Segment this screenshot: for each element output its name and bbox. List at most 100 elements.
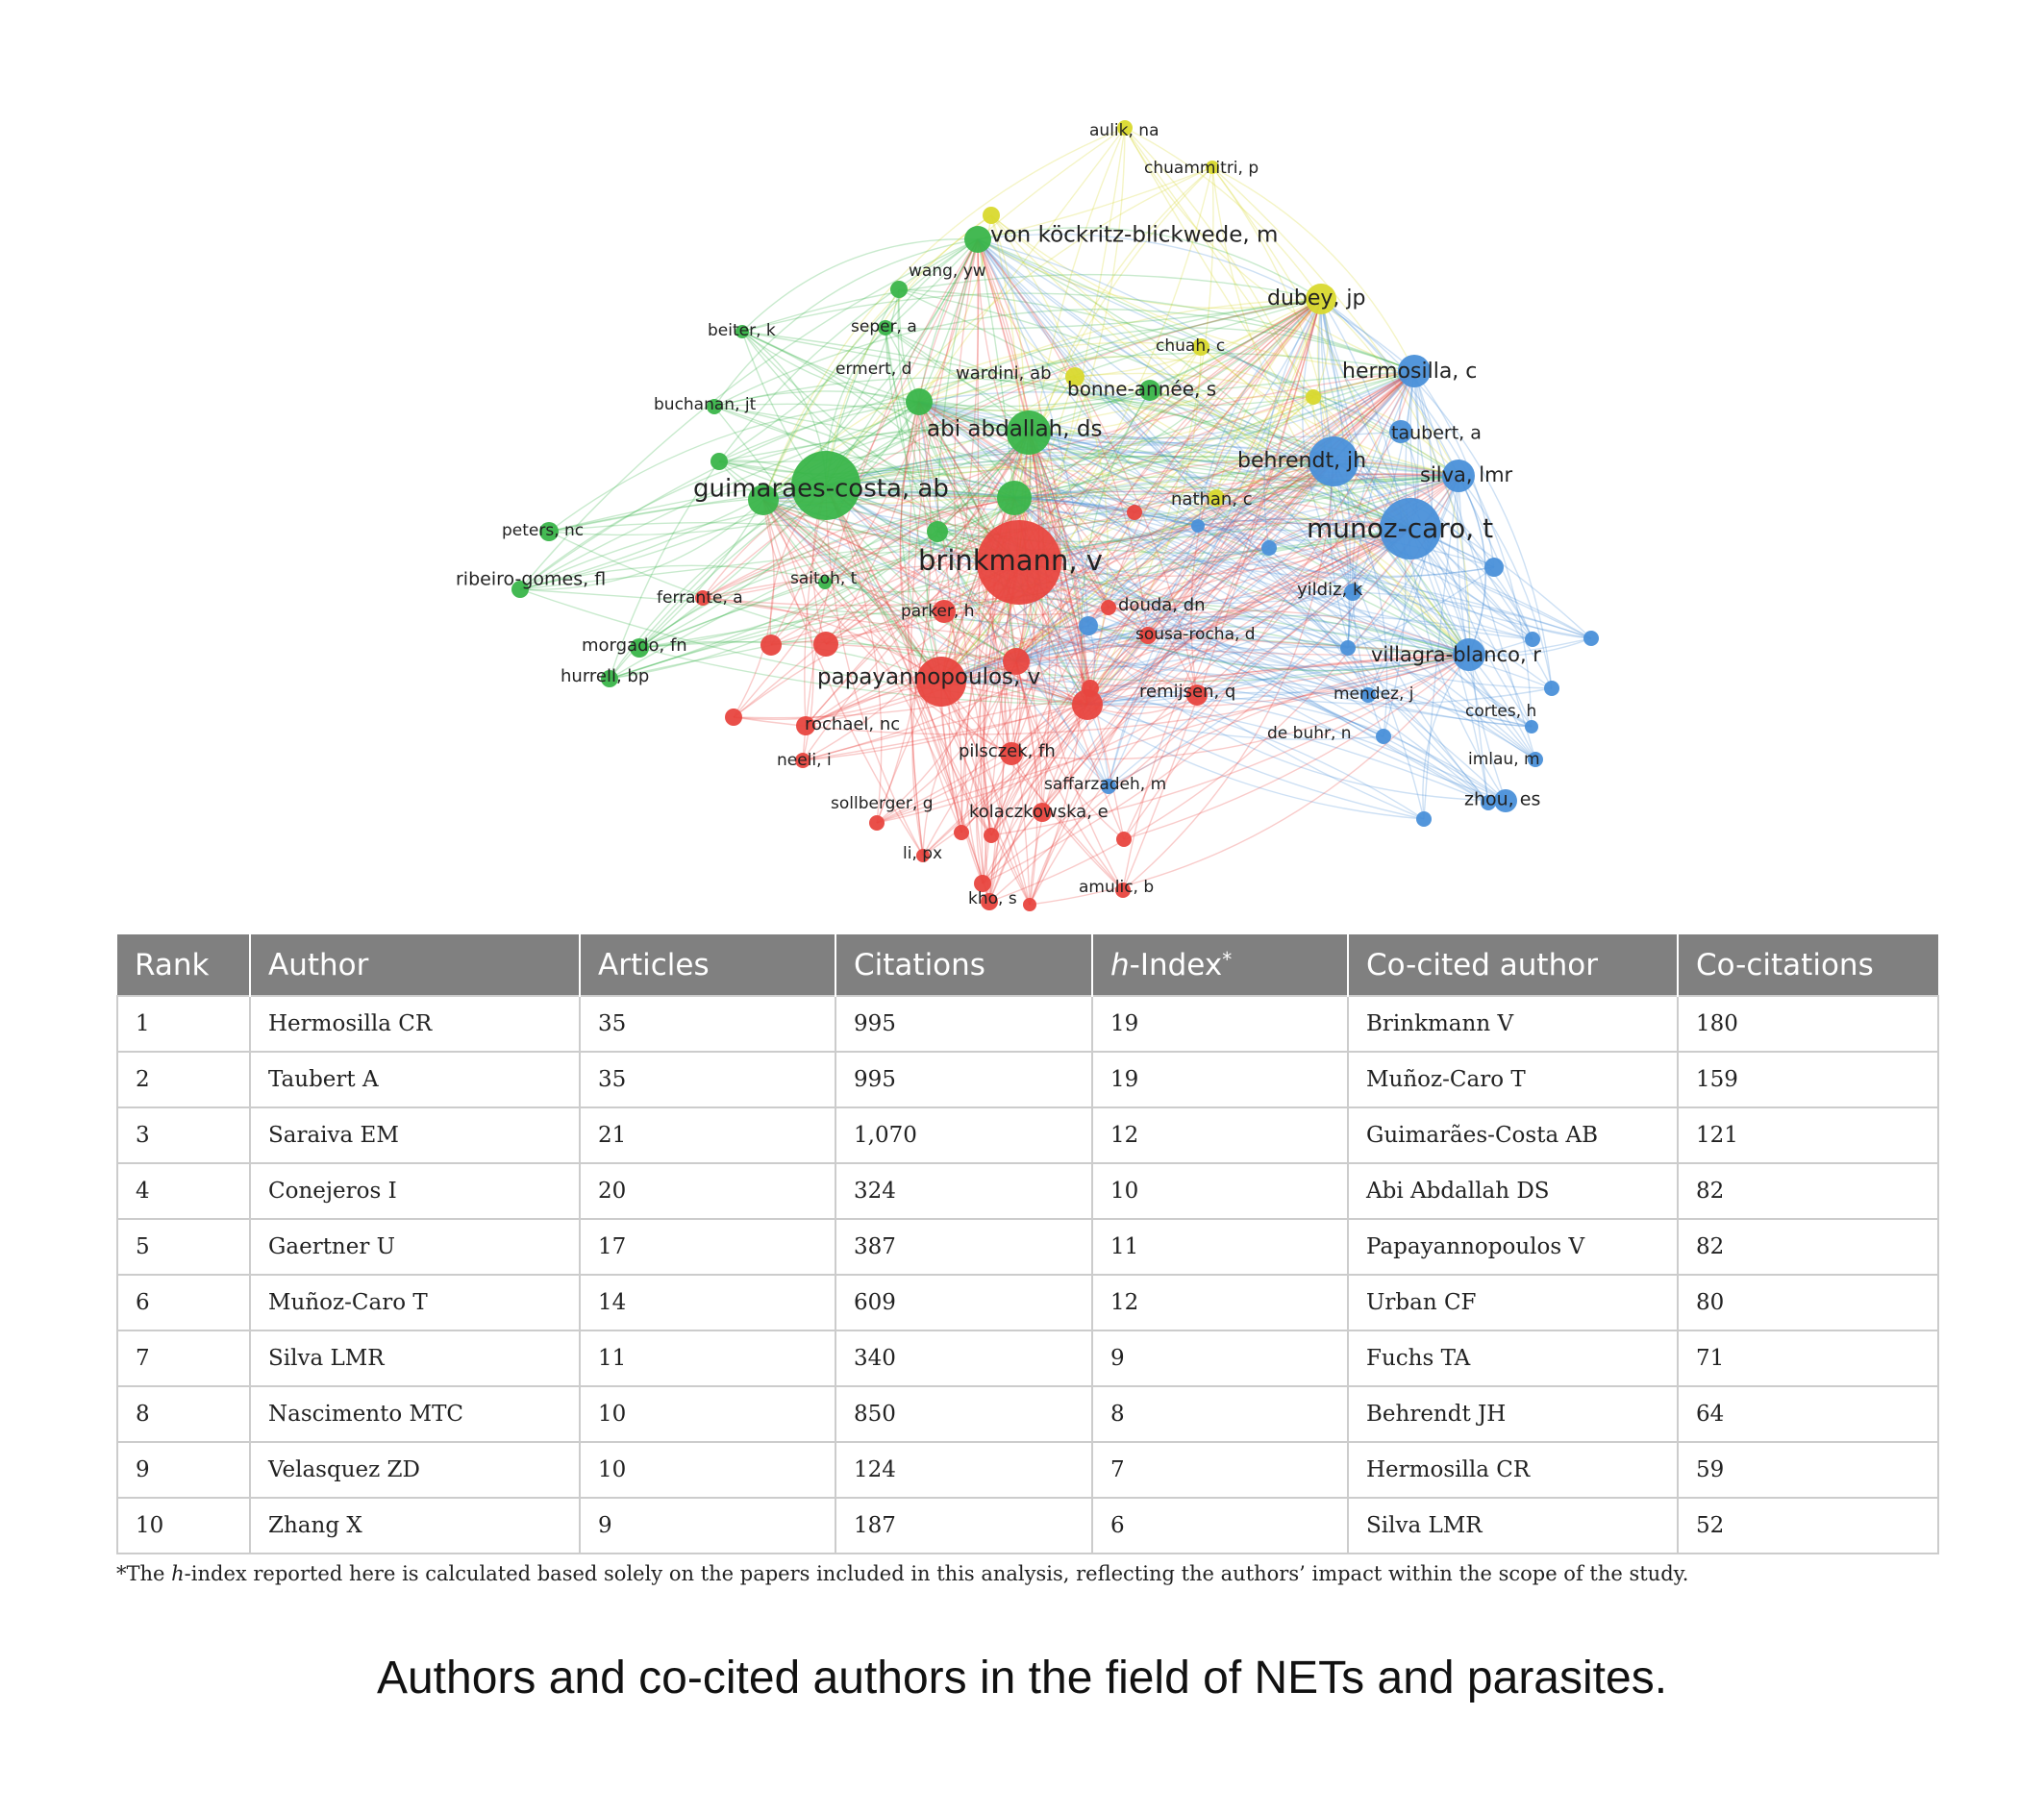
- network-edge: [918, 401, 1149, 636]
- network-edge: [762, 493, 1536, 760]
- network-edge: [1015, 460, 1334, 662]
- cell-citations: 1,070: [835, 1106, 1093, 1164]
- network-edge: [1086, 547, 1270, 706]
- h-index-italic: h: [1110, 947, 1130, 982]
- cell-rank: 3: [116, 1106, 251, 1164]
- network-edge: [1147, 298, 1322, 636]
- network-edge: [1147, 634, 1470, 656]
- network-edge: [1028, 432, 1470, 656]
- col-header-rank: Rank: [117, 934, 251, 996]
- network-edge: [733, 475, 1459, 719]
- cell-cocited: Guimarães-Costa AB: [1347, 1106, 1679, 1164]
- network-node: [927, 521, 948, 542]
- network-edge: [1015, 346, 1202, 662]
- network-edge: [977, 238, 1040, 755]
- network-edge: [638, 647, 1088, 706]
- network-edge: [718, 460, 1015, 499]
- network-edge: [1108, 460, 1334, 787]
- network-edge: [762, 499, 1089, 629]
- network-node: [1583, 631, 1599, 646]
- network-edge: [638, 640, 942, 683]
- network-edge: [713, 406, 1015, 499]
- network-edge: [638, 550, 1020, 649]
- network-edge: [940, 681, 1489, 804]
- network-node: [977, 520, 1061, 605]
- network-edge: [1124, 127, 1470, 656]
- cell-h: 19: [1091, 1051, 1349, 1108]
- network-edge: [988, 528, 1411, 903]
- network-edge: [1086, 431, 1402, 706]
- network-edge: [762, 499, 942, 683]
- network-node: [916, 849, 930, 862]
- network-node: [1484, 558, 1504, 577]
- network-edge: [940, 681, 990, 884]
- cell-rank: 8: [116, 1385, 251, 1443]
- network-edge: [1124, 127, 1411, 530]
- cell-citations: 187: [835, 1497, 1093, 1554]
- network-edge: [1333, 460, 1470, 656]
- cell-h: 19: [1091, 995, 1349, 1053]
- network-edge: [1413, 370, 1533, 728]
- network-edge: [825, 485, 1109, 609]
- network-edge: [762, 288, 900, 501]
- cell-cocited: Fuchs TA: [1347, 1330, 1679, 1387]
- cell-cocited: Abi Abdallah DS: [1347, 1162, 1679, 1220]
- network-edge: [1320, 298, 1459, 477]
- network-node: [695, 590, 710, 606]
- cell-rank: 9: [116, 1441, 251, 1499]
- network-edge: [990, 654, 1470, 836]
- cell-citations: 387: [835, 1218, 1093, 1276]
- network-node: [1442, 460, 1475, 492]
- h-index-star: *: [1222, 947, 1233, 971]
- network-edge: [918, 327, 1415, 403]
- network-node: [1191, 519, 1205, 533]
- network-edge: [918, 401, 1198, 696]
- network-edge: [1086, 654, 1470, 706]
- network-edge: [1029, 528, 1411, 906]
- network-edge: [825, 448, 1411, 530]
- network-edge: [519, 238, 979, 590]
- node-label: beiter, k: [708, 321, 776, 340]
- network-edge: [548, 460, 1334, 533]
- network-edge: [977, 238, 1076, 378]
- network-edge: [762, 499, 924, 857]
- cell-cocitations: 71: [1677, 1330, 1939, 1387]
- network-edge: [940, 346, 1202, 683]
- network-edge: [940, 238, 980, 683]
- network-edge: [741, 331, 1015, 499]
- cell-author: Conejeros I: [249, 1162, 581, 1220]
- network-node: [511, 581, 529, 598]
- network-edge: [548, 521, 1020, 563]
- network-edge: [977, 238, 1020, 563]
- network-edge: [1028, 432, 1495, 578]
- network-edge: [702, 490, 1411, 599]
- node-label: abi abdallah, ds: [927, 417, 1102, 442]
- network-edge: [1108, 298, 1322, 787]
- table-row: 6 Muñoz-Caro T 14 609 12 Urban CF 80: [116, 1274, 1939, 1331]
- cell-articles: 17: [579, 1218, 836, 1276]
- network-edge: [964, 561, 1020, 884]
- cell-cocitations: 180: [1677, 995, 1939, 1053]
- node-label: hurrell, bp: [561, 666, 649, 686]
- network-edge: [885, 298, 1322, 330]
- node-label: behrendt, jh: [1237, 449, 1366, 473]
- col-header-cocitations: Co-citations: [1678, 934, 1938, 996]
- network-edge: [922, 660, 1017, 857]
- network-edge: [1123, 370, 1415, 840]
- network-edge: [1029, 475, 1459, 906]
- network-edge: [762, 451, 1459, 501]
- network-edge: [1018, 561, 1384, 737]
- node-label: chuah, c: [1156, 336, 1225, 356]
- network-node: [1000, 742, 1023, 765]
- h-index-rest: -Index: [1129, 947, 1223, 982]
- network-edge: [1041, 460, 1334, 813]
- network-edge: [990, 214, 1023, 563]
- network-edge: [1086, 346, 1202, 706]
- cell-cocited: Hermosilla CR: [1347, 1441, 1679, 1499]
- network-edge: [1015, 547, 1270, 662]
- network-edge: [825, 485, 1135, 531]
- network-edge: [741, 238, 979, 333]
- network-edge: [1268, 475, 1459, 549]
- network-edge: [1211, 166, 1470, 656]
- network-edge: [1015, 644, 1369, 696]
